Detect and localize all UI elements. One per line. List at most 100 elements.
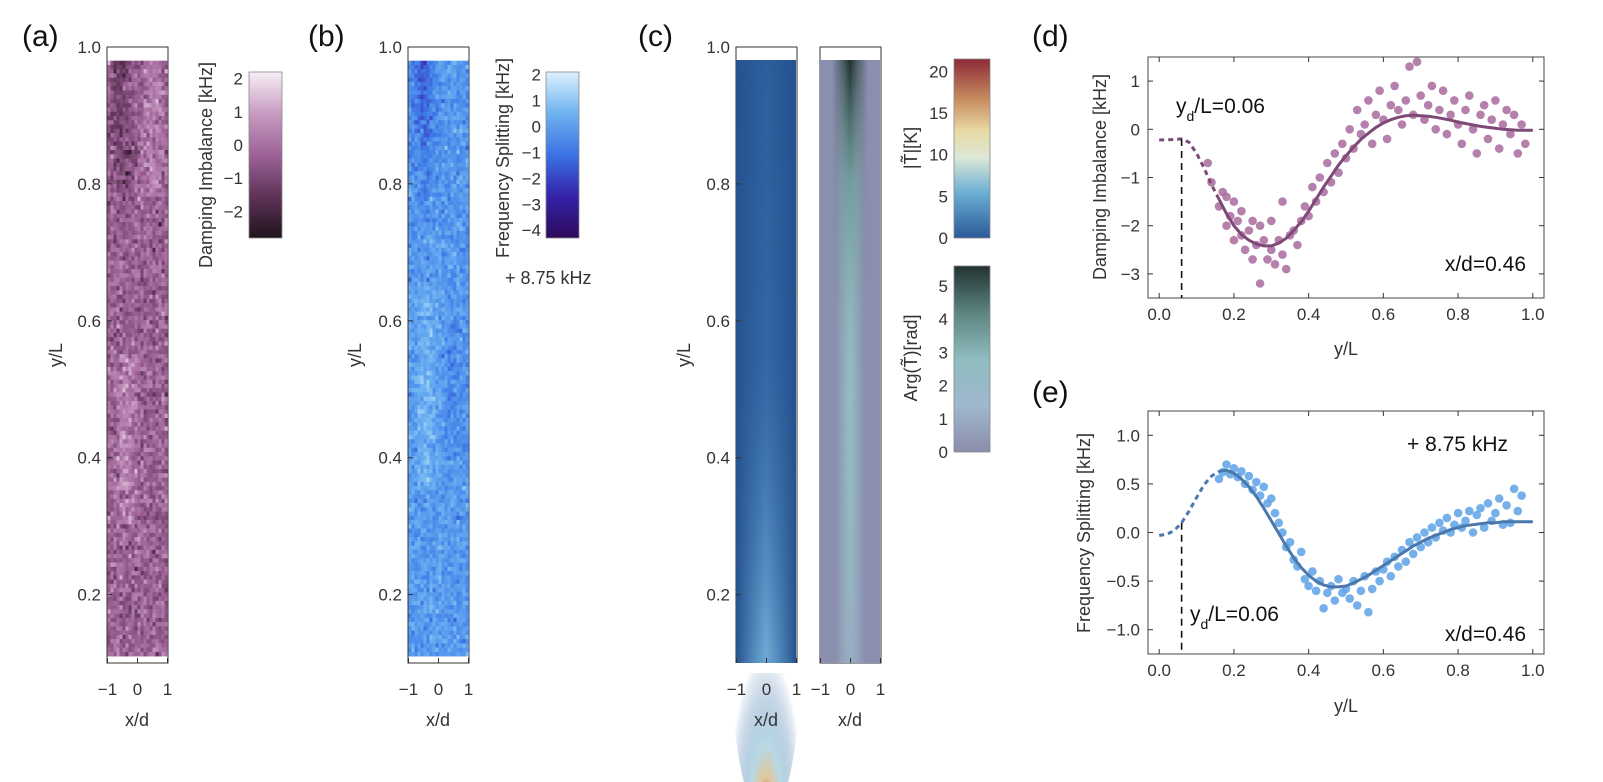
heatmap-cell (131, 328, 135, 334)
heatmap-cell (438, 269, 442, 274)
heatmap-cell (161, 252, 165, 257)
heatmap-cell (444, 511, 448, 517)
heatmap-cell (110, 307, 114, 312)
heatmap-cell (134, 558, 138, 563)
heatmap-cell (420, 473, 424, 478)
heatmap-cell (149, 324, 153, 329)
heatmap-cell (137, 617, 141, 623)
heatmap-cell (450, 111, 454, 117)
heatmap-cell (128, 192, 132, 198)
heatmap-cell (125, 162, 129, 168)
heatmap-cell (164, 158, 168, 164)
heatmap-cell (113, 303, 117, 308)
heatmap-cell (408, 103, 412, 108)
heatmap-cell (140, 354, 144, 359)
heatmap-cell (140, 256, 144, 261)
heatmap-cell (411, 150, 415, 155)
heatmap-cell (414, 320, 418, 325)
heatmap-cell (140, 277, 144, 283)
heatmap-cell (420, 379, 424, 385)
heatmap-cell (408, 111, 412, 117)
heatmap-cell (459, 371, 463, 376)
heatmap-cell (122, 575, 126, 580)
heatmap-cell (155, 337, 159, 342)
heatmap-cell (131, 94, 135, 100)
heatmap-cell (432, 277, 436, 283)
heatmap-cell (453, 128, 457, 134)
heatmap-cell (456, 464, 460, 470)
heatmap-cell (137, 392, 141, 397)
heatmap-cell (426, 90, 430, 96)
heatmap-cell (107, 196, 111, 202)
heatmap-cell (426, 477, 430, 483)
heatmap-cell (152, 609, 156, 614)
heatmap-cell (438, 252, 442, 257)
heatmap-cell (113, 120, 117, 125)
heatmap-cell (137, 294, 141, 300)
heatmap-cell (447, 247, 451, 253)
heatmap-cell (113, 294, 117, 300)
heatmap-cell (128, 332, 132, 338)
heatmap-cell (149, 111, 153, 117)
heatmap-cell (164, 120, 168, 125)
heatmap-cell (438, 167, 442, 172)
heatmap-cell (128, 81, 132, 87)
heatmap-cell (152, 145, 156, 151)
heatmap-cell (158, 94, 162, 100)
heatmap-cell (131, 379, 135, 385)
heatmap-cell (158, 434, 162, 440)
heatmap-cell (152, 392, 156, 397)
heatmap-cell (429, 383, 433, 389)
heatmap-cell (459, 456, 463, 461)
heatmap-cell (152, 115, 156, 121)
heatmap-cell (462, 158, 466, 164)
heatmap-cell (146, 651, 150, 657)
heatmap-cell (164, 239, 168, 244)
heatmap-cell (432, 507, 436, 512)
heatmap-cell (143, 486, 147, 491)
heatmap-cell (420, 366, 424, 372)
heatmap-cell (432, 315, 436, 321)
heatmap-cell (134, 77, 138, 83)
heatmap-cell (447, 273, 451, 278)
heatmap-cell (107, 315, 111, 321)
heatmap-cell (456, 332, 460, 338)
heatmap-cell (465, 290, 469, 295)
heatmap-cell (459, 328, 463, 334)
heatmap-cell (152, 647, 156, 653)
heatmap-cell (417, 439, 421, 444)
heatmap-cell (140, 464, 144, 470)
heatmap-cell (435, 94, 439, 100)
heatmap-cell (161, 273, 165, 278)
heatmap-cell (119, 537, 123, 542)
heatmap-cell (411, 162, 415, 168)
heatmap-cell (119, 541, 123, 546)
heatmap-cell (107, 124, 111, 130)
heatmap-cell (137, 290, 141, 295)
heatmap-cell (155, 443, 159, 449)
heatmap-cell (146, 481, 150, 487)
heatmap-cell (131, 120, 135, 125)
heatmap-cell (456, 515, 460, 521)
heatmap-cell (137, 626, 141, 631)
heatmap-cell (432, 175, 436, 181)
heatmap-cell (411, 400, 415, 406)
heatmap-cell (411, 196, 415, 202)
heatmap-cell (423, 150, 427, 155)
heatmap-cell (122, 328, 126, 334)
heatmap-cell (155, 205, 159, 210)
heatmap-cell (164, 366, 168, 372)
heatmap-cell (131, 209, 135, 215)
heatmap-cell (122, 358, 126, 363)
heatmap-cell (137, 341, 141, 346)
heatmap-cell (441, 443, 445, 449)
heatmap-cell (408, 218, 412, 223)
heatmap-cell (465, 73, 469, 78)
heatmap-cell (161, 456, 165, 461)
heatmap-cell (444, 383, 448, 389)
heatmap-cell (152, 154, 156, 159)
heatmap-cell (161, 537, 165, 542)
heatmap-cell (125, 549, 129, 555)
heatmap-cell (110, 171, 114, 176)
heatmap-cell (158, 405, 162, 410)
